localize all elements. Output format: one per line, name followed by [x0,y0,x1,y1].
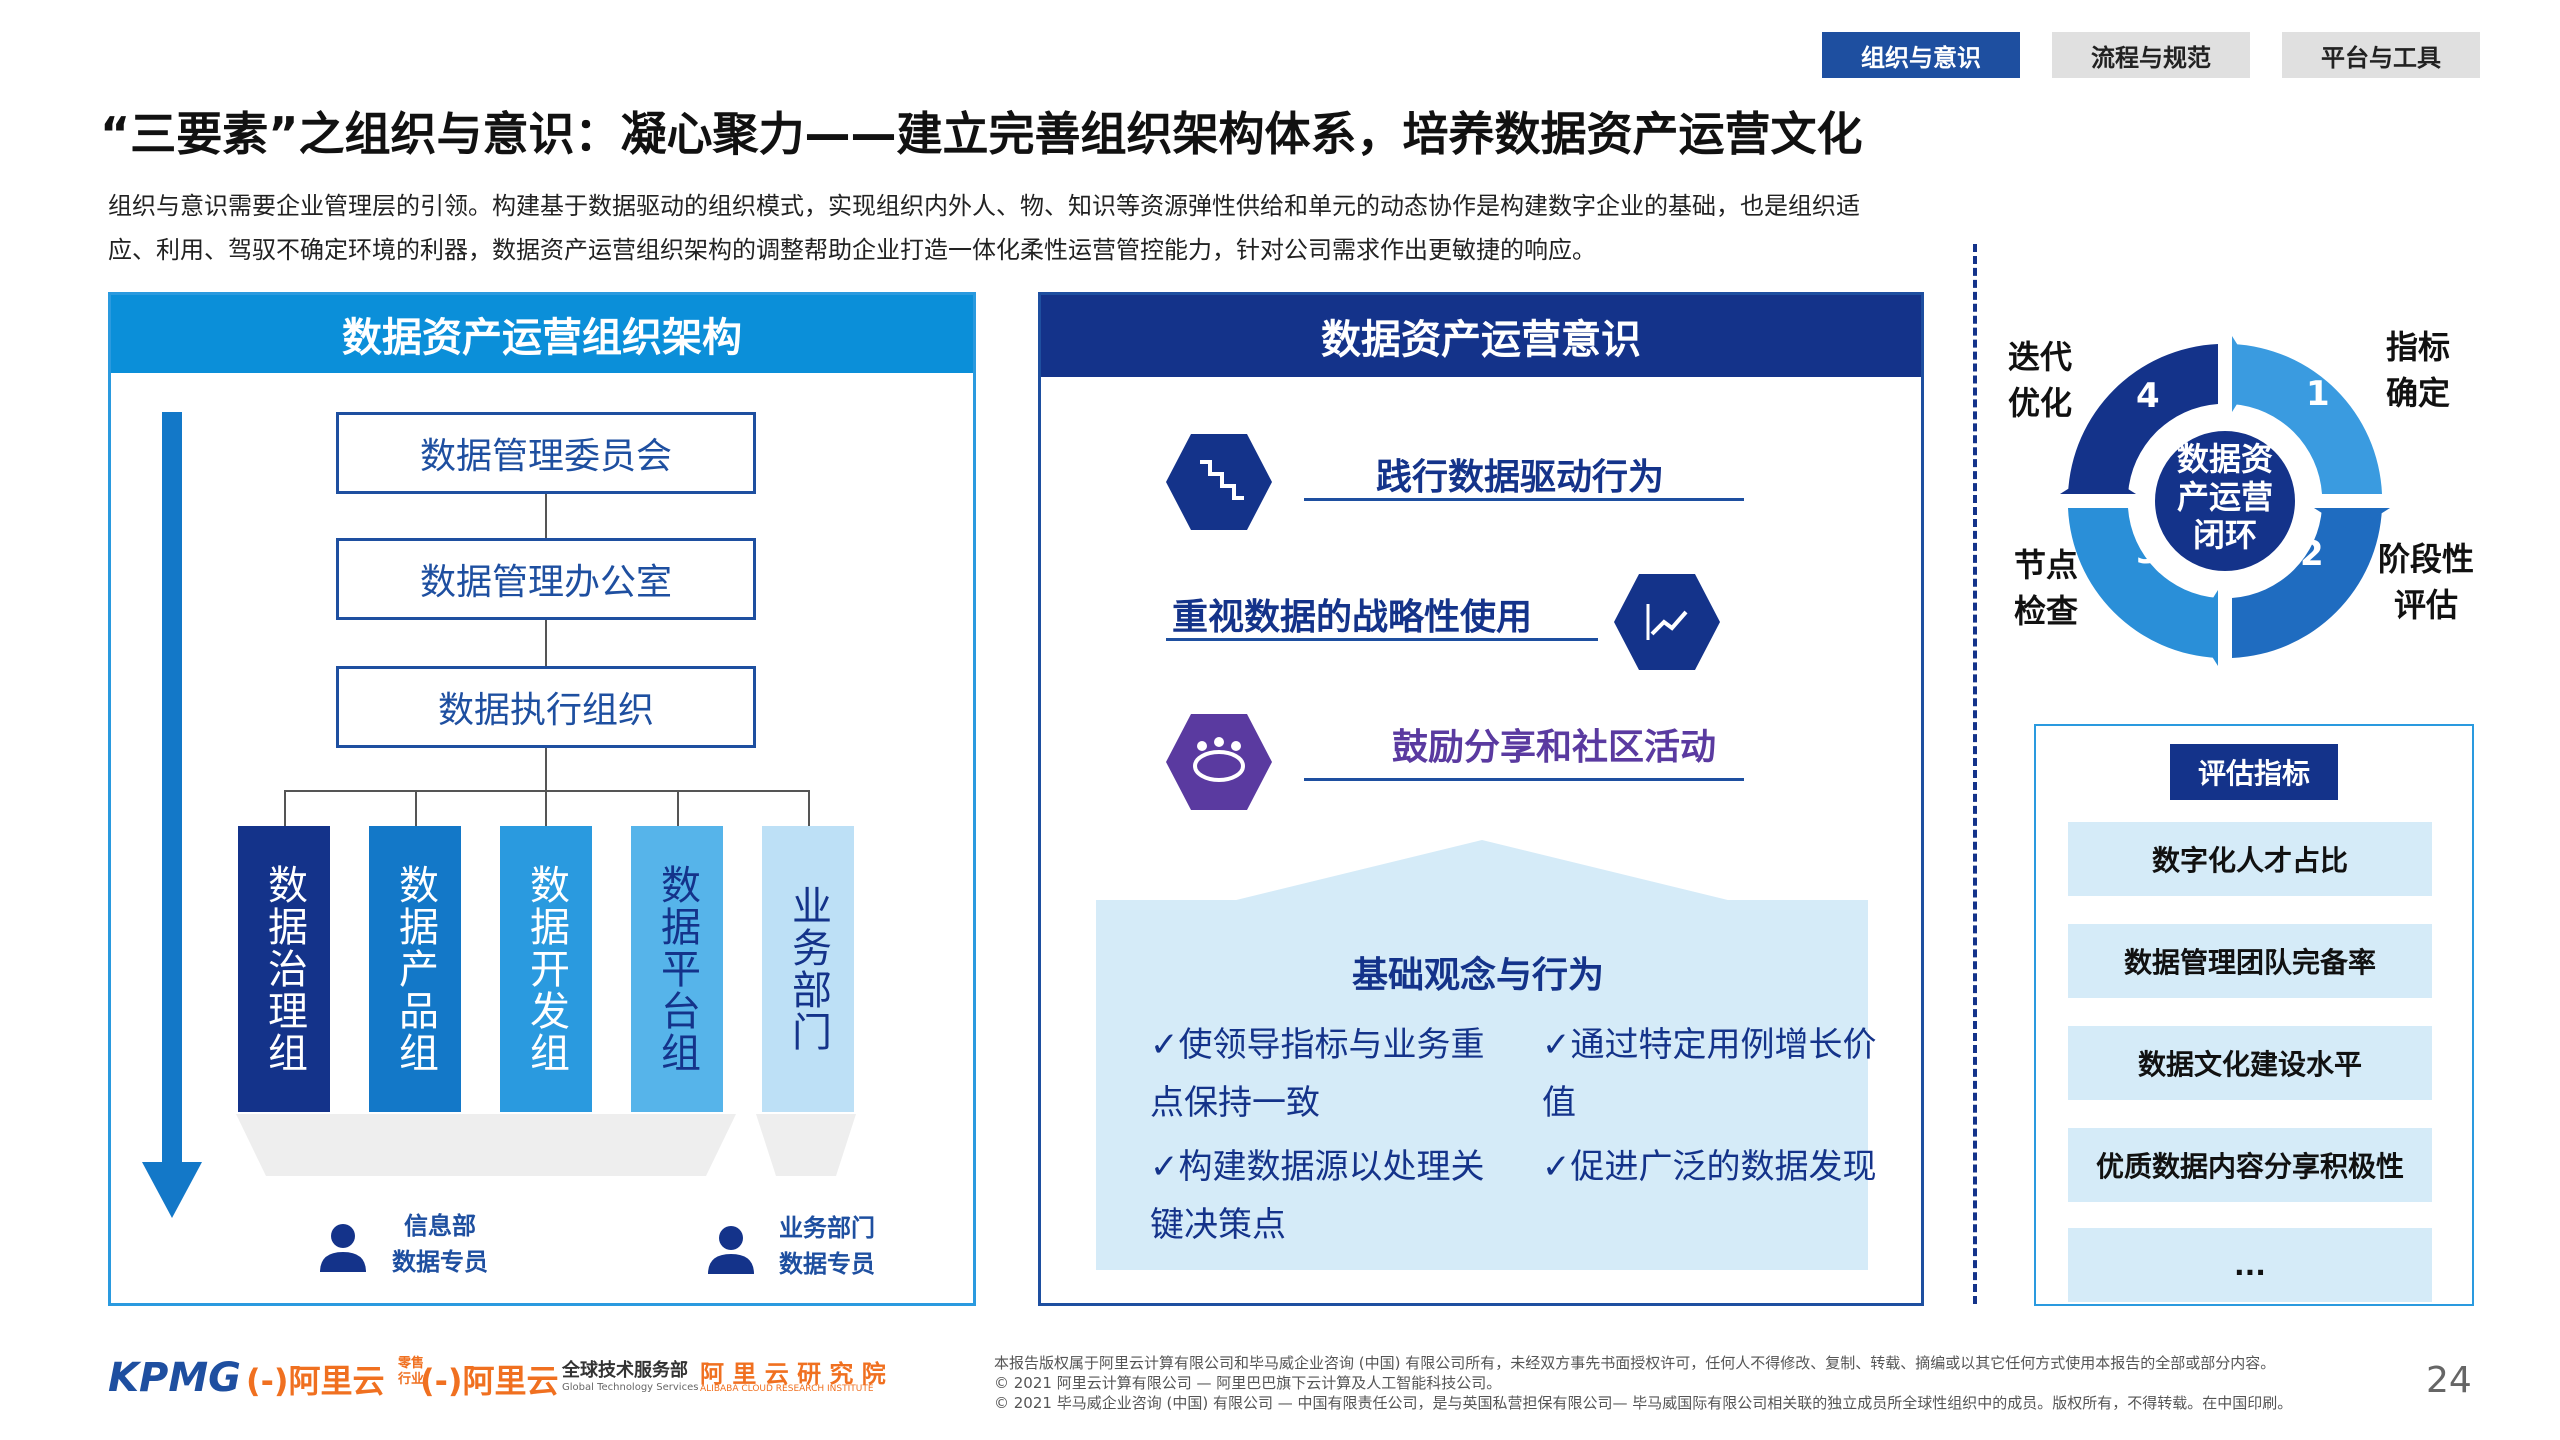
awareness-panel: 数据资产运营意识 [1038,292,1924,1306]
intro-line-1: 组织与意识需要企业管理层的引领。构建基于数据驱动的组织模式，实现组织内外人、物、… [108,192,1860,220]
aliyun-gts-logo: (-)阿里云 [420,1362,559,1400]
connector-line [808,790,810,826]
metrics-badge: 评估指标 [2170,744,2338,800]
cycle-segment [2232,344,2382,494]
cycle-step-label: 阶段性评估 [2377,540,2474,624]
tab-process-standards[interactable]: 流程与规范 [2052,32,2250,78]
cycle-center-label: 数据资产运营闭环 [2176,440,2273,554]
foundation-item: ✓促进广泛的数据发现 [1542,1147,1877,1187]
logo-sub-text: 零售 [398,1356,425,1371]
behavior-data-driven: 践行数据驱动行为 [1376,457,1665,498]
metric-item: ... [2068,1228,2432,1302]
aliyun-research-logo-en: ALIBABA CLOUD RESEARCH INSTITUTE [700,1384,874,1394]
operation-cycle-diagram [2060,336,2390,666]
footer-copyright-line: © 2021 毕马威企业咨询 (中国) 有限公司 — 中国有限责任公司，是与英国… [994,1394,2293,1412]
role-dept-label: 信息部 [404,1212,476,1240]
underline [1304,498,1744,501]
behavior-strategic-use: 重视数据的战略性使用 [1172,597,1533,638]
column-data-product: 数据产品组 [369,826,461,1112]
awareness-title: 数据资产运营意识 [1041,295,1921,377]
community-table-icon [1166,714,1272,810]
foundation-title: 基础观念与行为 [1352,955,1605,996]
cycle-step-number: 2 [2300,534,2324,574]
org-structure-panel: 数据资产运营组织架构 [108,292,976,1306]
person-icon [320,1224,366,1272]
footer-copyright-line: © 2021 阿里云计算有限公司 — 阿里巴巴旗下云计算及人工智能科技公司。 [994,1374,1502,1392]
underline [1304,778,1744,781]
person-icon [708,1226,754,1274]
aliyun-research-logo: 阿 里 云 研 究 院 [700,1360,886,1388]
underline [1166,638,1598,641]
foundation-item: ✓使领导指标与业务重点保持一致 [1150,1025,1485,1123]
connector-line [545,748,547,790]
connector-line [545,620,547,666]
foundation-item: ✓通过特定用例增长价值 [1542,1025,1877,1123]
metric-item: 数据文化建设水平 [2068,1026,2432,1100]
column-data-governance: 数据治理组 [238,826,330,1112]
cycle-segment [2068,344,2218,494]
section-divider [1973,244,1977,1304]
column-business-dept: 业务部门 [762,826,854,1112]
data-execution-box: 数据执行组织 [336,666,756,748]
cycle-segment [2232,508,2382,658]
role-title-label: 数据专员 [779,1250,875,1278]
data-office-box: 数据管理办公室 [336,538,756,620]
org-structure-title: 数据资产运营组织架构 [111,295,973,373]
page-title: “三要素”之组织与意识：凝心聚力——建立完善组织架构体系，培养数据资产运营文化 [100,107,1863,161]
cycle-step-label: 指标确定 [2386,328,2451,412]
role-dept-label: 业务部门 [779,1214,875,1242]
kpmg-logo: KPMG [108,1355,241,1401]
foundation-roof [1228,840,1736,902]
connector-line [545,790,547,826]
page-number: 24 [2426,1360,2472,1401]
aliyun-retail-logo: (-)阿里云 [246,1362,385,1400]
cycle-step-number: 1 [2306,374,2330,414]
cycle-step-label: 迭代优化 [2008,338,2073,422]
trend-chart-icon [1614,574,1720,670]
foundation-box [1096,900,1868,1270]
connector-line [415,790,417,826]
connector-line [284,790,286,826]
metrics-panel [2034,724,2474,1306]
connector-line [545,494,547,538]
intro-line-2: 应、利用、驾驭不确定环境的利器，数据资产运营组织架构的调整帮助企业打造一体化柔性… [108,236,1596,264]
metric-item: 优质数据内容分享积极性 [2068,1128,2432,1202]
hierarchy-arrow-icon [142,412,202,1218]
staircase-chart-icon [1166,434,1272,530]
data-committee-box: 数据管理委员会 [336,412,756,494]
connector-line [677,790,679,826]
footer-copyright-line: 本报告版权属于阿里云计算有限公司和毕马威企业咨询 (中国) 有限公司所有，未经双… [994,1354,2276,1372]
cycle-step-number: 4 [2136,376,2160,416]
metric-item: 数字化人才占比 [2068,822,2432,896]
tab-platform-tools[interactable]: 平台与工具 [2282,32,2480,78]
aliyun-retail-logo-sub: 零售 行业 [398,1356,424,1388]
behavior-community-sharing: 鼓励分享和社区活动 [1392,727,1717,768]
connector-branch-line [284,790,810,792]
aliyun-gts-logo-sub: 全球技术服务部 [562,1360,688,1381]
foundation-item: ✓构建数据源以处理关键决策点 [1150,1147,1485,1245]
role-business-dept: 业务部门 数据专员 [762,1210,892,1282]
cycle-step-label: 节点检查 [2014,546,2079,630]
column-data-development: 数据开发组 [500,826,592,1112]
column-data-platform: 数据平台组 [631,826,723,1112]
column-funnel-shapes [236,1114,856,1176]
role-title-label: 数据专员 [392,1248,488,1276]
cycle-segment [2068,508,2218,658]
metric-item: 数据管理团队完备率 [2068,924,2432,998]
role-it-dept: 信息部 数据专员 [380,1208,500,1280]
cycle-step-number: 3 [2136,532,2160,572]
aliyun-gts-logo-en: Global Technology Services [562,1382,699,1393]
tab-organization-awareness[interactable]: 组织与意识 [1822,32,2020,78]
logo-sub-text: 行业 [398,1372,425,1387]
